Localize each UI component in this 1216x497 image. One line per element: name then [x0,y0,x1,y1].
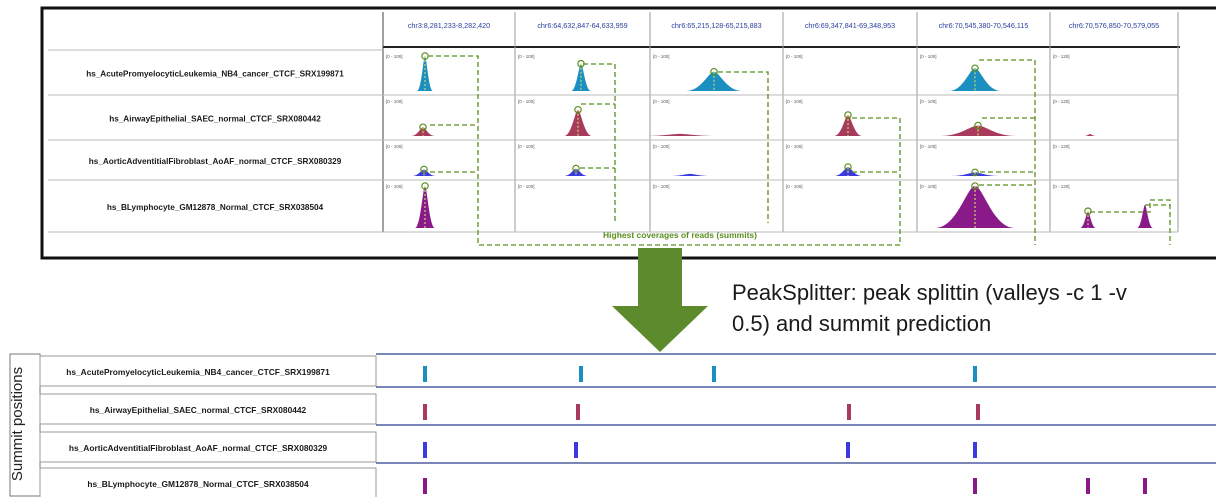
sample-label: hs_AorticAdventitialFibroblast_AoAF_norm… [89,157,342,166]
coverage-peak [834,115,862,136]
range-label: [0 - 100] [920,99,937,104]
coverage-peak [644,133,716,136]
summit-row-label: hs_AirwayEpithelial_SAEC_normal_CTCF_SRX… [90,405,307,415]
summit-rows: hs_AcutePromyelocyticLeukemia_NB4_cancer… [66,366,1147,494]
sample-label: hs_AirwayEpithelial_SAEC_normal_CTCF_SRX… [109,115,321,124]
range-label: [0 - 100] [653,54,670,59]
coverage-peak [949,68,1001,91]
range-label: [0 - 100] [786,99,803,104]
range-label: [0 - 100] [653,144,670,149]
range-label: [0 - 100] [653,99,670,104]
summit-marker [1084,207,1092,216]
down-arrow-icon [612,248,708,352]
summit-connector [583,63,616,223]
summit-marker [971,168,979,177]
summit-connector [852,117,901,175]
summit-marker [574,105,582,114]
summit-tick [973,366,977,382]
locus-header: chr6:64,632,847-64,633,959 [537,21,627,30]
caption-line-2: 0.5) and summit prediction [732,311,992,336]
summit-tick [423,404,427,420]
range-label: [0 - 100] [920,144,937,149]
summit-tick [574,442,578,458]
coverage-peak [1084,134,1096,136]
range-label: [0 - 100] [920,184,937,189]
summit-tick [1143,478,1147,494]
coverage-peak [1137,204,1153,228]
summit-label-box [39,393,377,425]
summit-marker [572,164,580,173]
summit-marker [974,121,982,130]
caption-line-1: PeakSplitter: peak splittin (valleys -c … [732,280,1127,305]
locus-header: chr6:70,576,850-70,579,055 [1069,21,1159,30]
summit-label-box [39,467,377,497]
locus-header: chr6:70,545,380-70,546,115 [939,21,1029,30]
range-label: [0 - 100] [920,54,937,59]
summit-tick [712,366,716,382]
range-label: [0 - 100] [386,144,403,149]
range-label: [0 - 120] [1053,99,1070,104]
summit-marker [844,163,852,171]
summit-tick [973,478,977,494]
summit-tick [846,442,850,458]
summit-tick [1086,478,1090,494]
range-label: [0 - 120] [1053,54,1070,59]
summit-row-label: hs_BLymphocyte_GM12878_Normal_CTCF_SRX03… [87,479,309,489]
range-label: [0 - 100] [653,184,670,189]
summit-tick [973,442,977,458]
sample-label: hs_BLymphocyte_GM12878_Normal_CTCF_SRX03… [107,203,324,212]
locus-header: chr6:69,347,841-69,348,953 [805,21,895,30]
range-label: [0 - 100] [518,54,535,59]
sample-label: hs_AcutePromyelocyticLeukemia_NB4_cancer… [86,70,344,79]
summit-axis-label: Summit positions [9,367,26,481]
coverage-track-figure: chr3:8,281,233-8,282,420 chr6:64,632,847-… [40,6,1216,260]
summit-connector [718,71,769,223]
range-label: [0 - 100] [518,99,535,104]
summit-marker [421,182,429,190]
summit-positions-figure: Summit positions hs_AcutePromyelocyticLe… [9,353,1216,497]
summit-connector [428,55,901,246]
summit-marker [971,64,979,73]
coverage-peak [670,173,710,176]
locus-header-row: chr3:8,281,233-8,282,420 chr6:64,632,847-… [408,21,1159,30]
range-label: [0 - 120] [1053,144,1070,149]
summit-tick [423,442,427,458]
summit-label-box [39,431,377,463]
summit-marker [710,67,718,76]
range-label: [0 - 100] [386,54,403,59]
range-label: [0 - 100] [786,184,803,189]
summit-tick [976,404,980,420]
range-label: [0 - 100] [786,54,803,59]
summit-label-box [39,355,377,387]
range-label: [0 - 100] [386,184,403,189]
locus-header: chr6:65,215,128-65,215,883 [671,21,761,30]
summit-tick [576,404,580,420]
range-label: [0 - 100] [786,144,803,149]
summit-connector [1090,199,1171,245]
summit-marker [844,111,852,119]
summit-tick [423,366,427,382]
axis-label-box [9,353,41,497]
summit-marker [420,165,428,174]
summit-connectors [428,55,1171,246]
sample-label-column: hs_AcutePromyelocyticLeukemia_NB4_cancer… [86,54,1069,212]
range-label: [0 - 100] [386,99,403,104]
summit-row-label: hs_AorticAdventitialFibroblast_AoAF_norm… [69,443,328,453]
summit-tick [423,478,427,494]
summit-marker [971,182,979,190]
summit-marker [419,123,427,132]
summit-tick [847,404,851,420]
summit-grid [9,353,1216,497]
range-label: [0 - 100] [518,144,535,149]
summit-connector [979,59,1036,245]
summit-annotation: Highest coverages of reads (summits) [603,230,757,240]
locus-header: chr3:8,281,233-8,282,420 [408,21,490,30]
summit-tick [579,366,583,382]
coverage-peaks [411,52,1153,228]
range-label: [0 - 100] [518,184,535,189]
range-label: [0 - 120] [1053,184,1070,189]
track-grid [48,12,1180,233]
figure-frame [40,6,1216,260]
summit-row-label: hs_AcutePromyelocyticLeukemia_NB4_cancer… [66,367,330,377]
